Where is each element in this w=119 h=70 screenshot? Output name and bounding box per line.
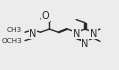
Text: N: N [73, 29, 80, 39]
Text: N: N [90, 29, 97, 39]
Text: CH3: CH3 [7, 27, 22, 33]
Text: OCH3: OCH3 [1, 38, 22, 44]
Text: N: N [81, 39, 89, 49]
Text: N: N [29, 29, 36, 39]
Text: O: O [42, 11, 49, 21]
